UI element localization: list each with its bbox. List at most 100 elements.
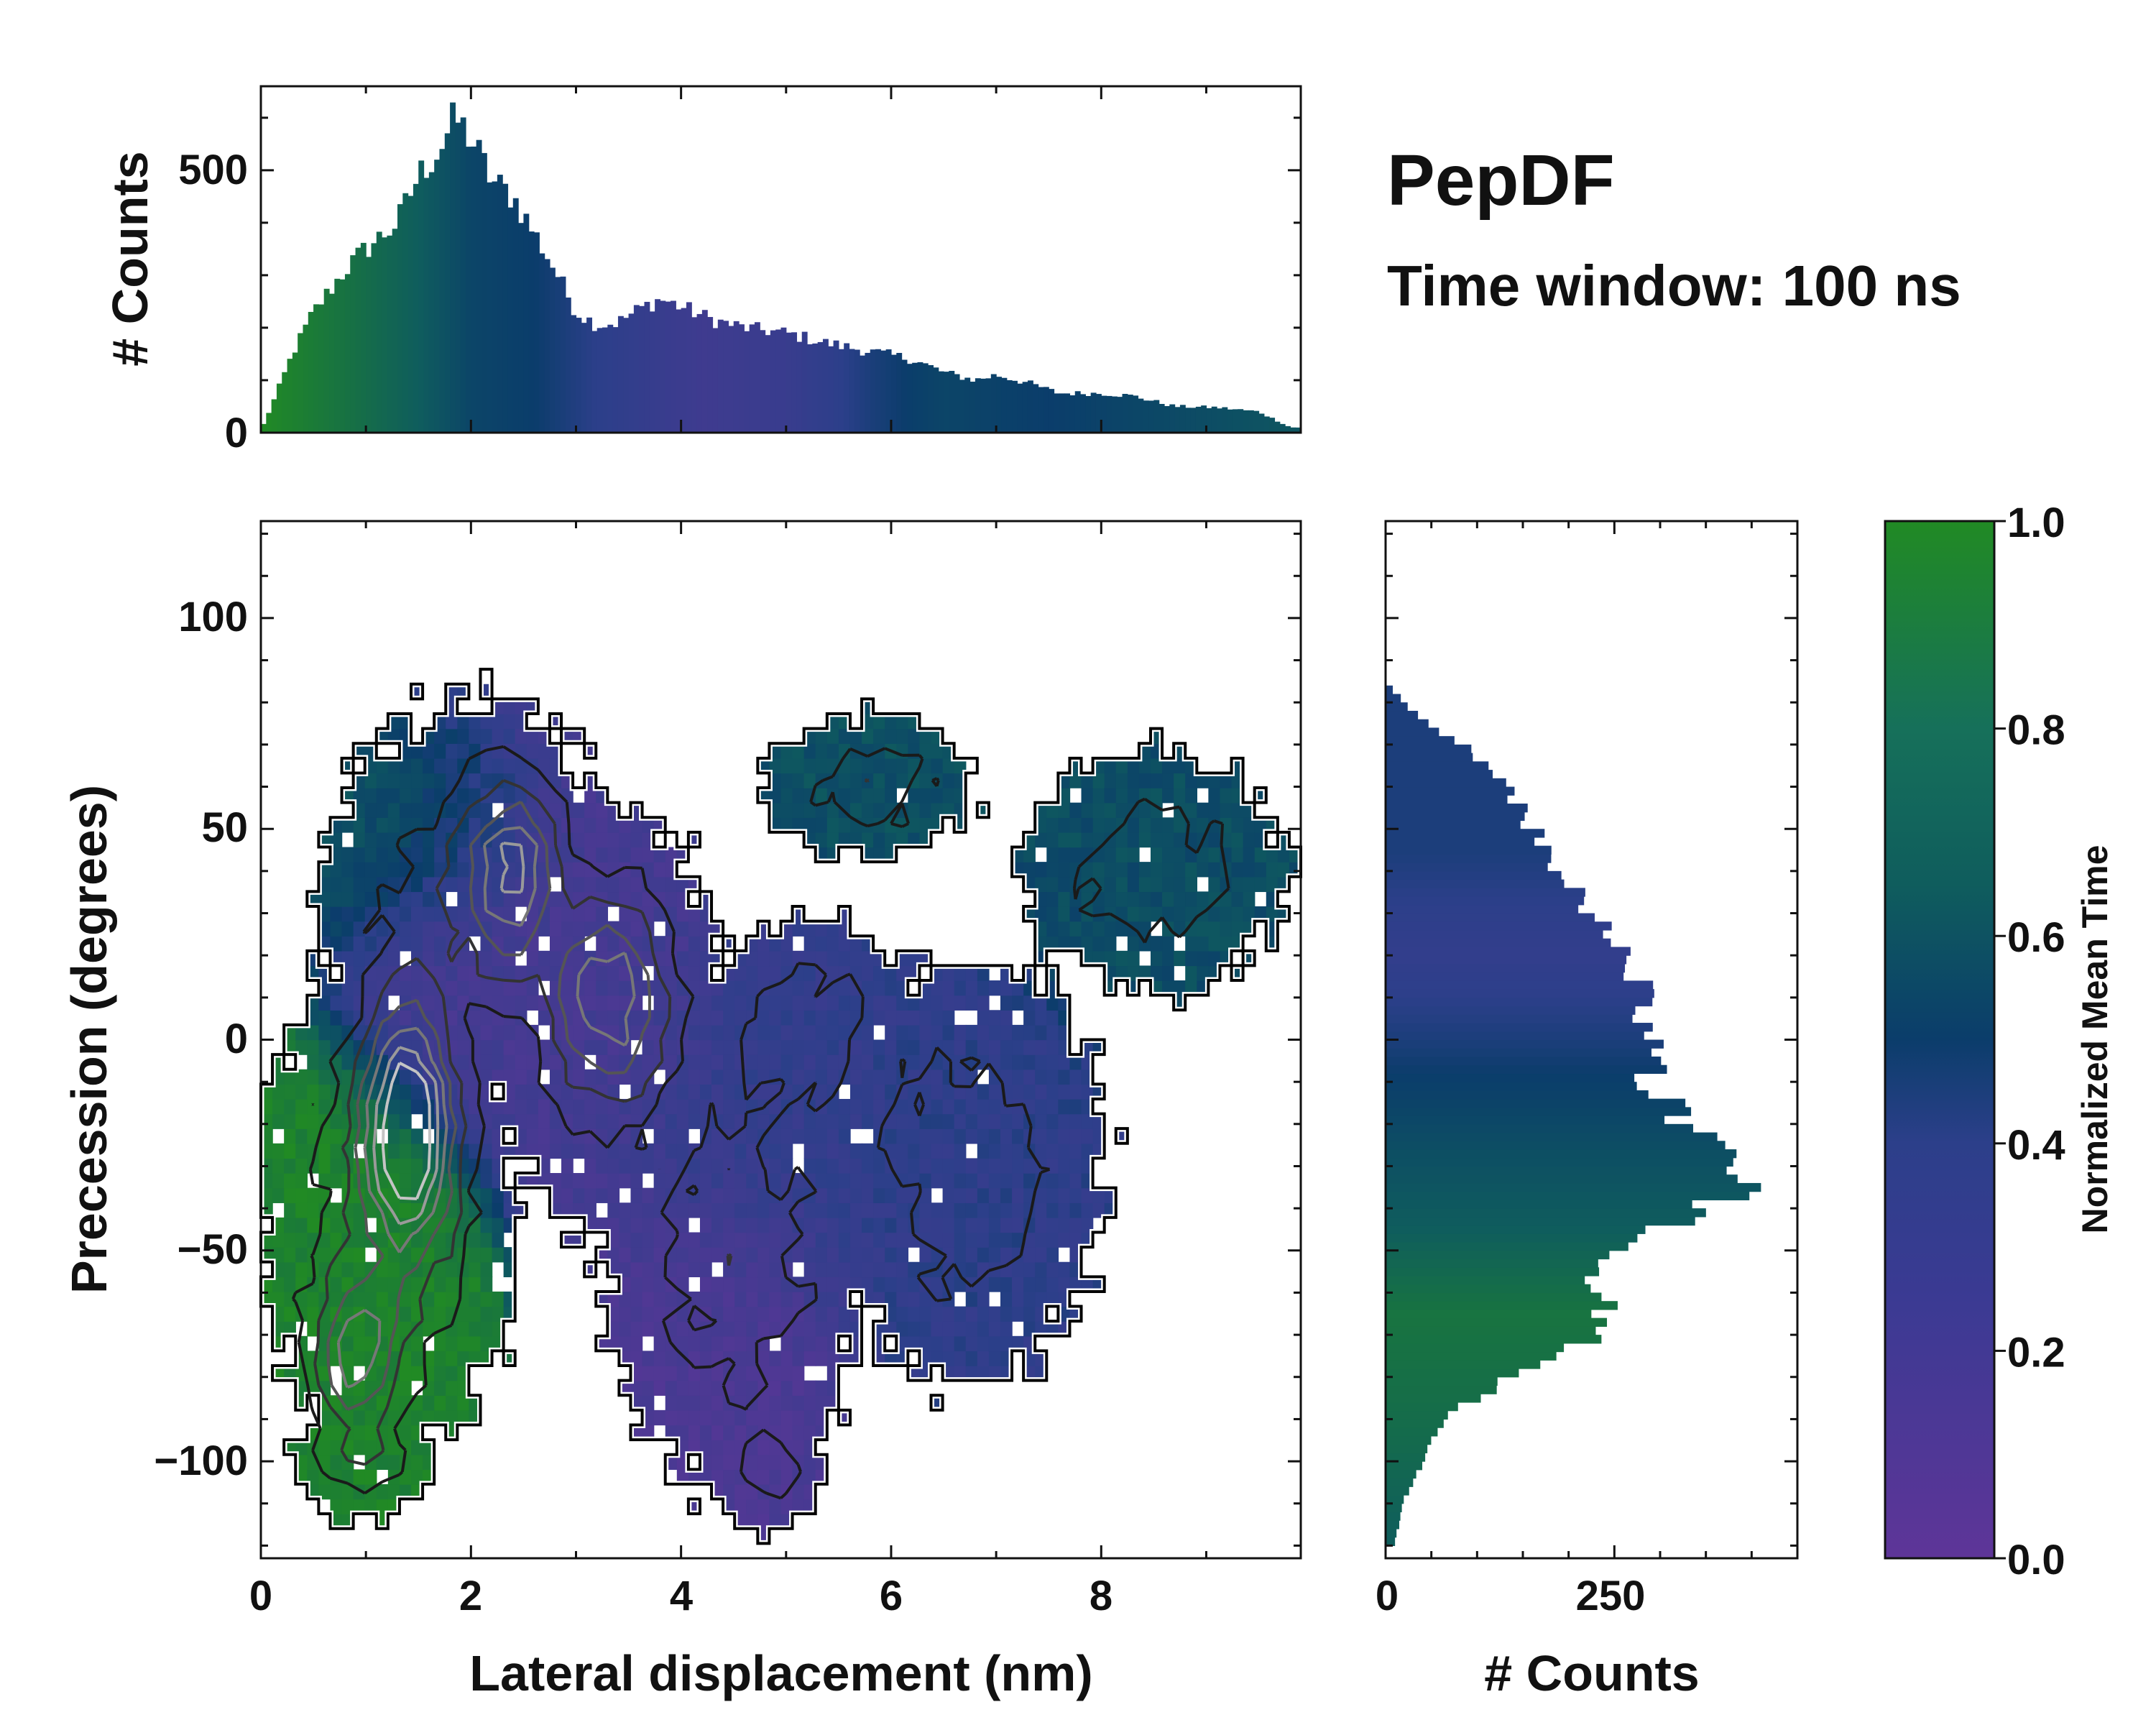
heatmap-cell <box>1231 906 1244 922</box>
heatmap-cell <box>1012 980 1024 996</box>
heatmap-cell <box>1035 876 1047 893</box>
heatmap-cell <box>1046 891 1059 907</box>
heatmap-ytick-0: 0 <box>225 1016 248 1062</box>
right-hist-bar <box>1386 1537 1396 1547</box>
heatmap-cell <box>1046 817 1059 833</box>
heatmap-cell <box>596 817 609 833</box>
heatmap-cell <box>526 862 539 878</box>
heatmap-cell <box>1035 1187 1047 1203</box>
top-hist-bar <box>1238 409 1244 433</box>
heatmap-cell <box>1000 1143 1013 1159</box>
top-hist-bar <box>1090 392 1097 433</box>
heatmap-cell <box>1174 950 1186 967</box>
top-hist-bar <box>282 372 288 433</box>
heatmap-cell <box>549 1173 562 1189</box>
right-hist-bar <box>1386 854 1552 863</box>
heatmap-cell <box>931 788 944 804</box>
heatmap-cell <box>688 1158 701 1174</box>
heatmap-cell <box>838 1128 851 1144</box>
heatmap-cell <box>803 1039 816 1055</box>
heatmap-cell <box>1092 788 1105 804</box>
heatmap-cell <box>423 802 435 818</box>
heatmap-cell <box>815 1217 828 1233</box>
heatmap-cell <box>780 1010 793 1026</box>
heatmap-cell <box>1069 1202 1082 1218</box>
heatmap-cell <box>480 1291 493 1307</box>
top-hist-bar <box>512 198 519 433</box>
heatmap-cell <box>573 1069 585 1085</box>
heatmap-cell <box>653 1247 666 1263</box>
heatmap-cell <box>1104 817 1117 833</box>
heatmap-cell <box>387 1113 400 1129</box>
heatmap-cell <box>988 1143 1001 1159</box>
heatmap-cell <box>942 1143 955 1159</box>
heatmap-cell <box>411 1276 423 1292</box>
heatmap-cell <box>1266 862 1279 878</box>
heatmap-cell <box>942 1084 955 1100</box>
heatmap-cell <box>734 965 747 981</box>
heatmap-cell <box>1069 1069 1082 1085</box>
heatmap-cell <box>364 891 377 907</box>
heatmap-cell <box>1220 906 1233 922</box>
heatmap-cell <box>711 1291 724 1307</box>
heatmap-cell <box>653 906 666 922</box>
heatmap-cell <box>1058 1054 1071 1070</box>
heatmap-cell <box>549 1024 562 1041</box>
heatmap-cell <box>446 1158 459 1174</box>
heatmap-cell <box>330 832 343 848</box>
top-hist-bar <box>1232 409 1238 433</box>
heatmap-cell <box>792 1454 805 1471</box>
heatmap-cell <box>469 921 482 937</box>
heatmap-cell <box>723 1335 735 1352</box>
heatmap-cell <box>849 1113 862 1129</box>
heatmap-cell <box>457 1306 470 1322</box>
heatmap-cell <box>734 1054 747 1070</box>
heatmap-cell <box>885 1202 897 1218</box>
right-hist-bar <box>1386 1116 1665 1125</box>
heatmap-cell <box>711 1010 724 1026</box>
heatmap-cell <box>630 1187 643 1203</box>
heatmap-cell <box>734 1469 747 1485</box>
top-hist-bar <box>796 341 803 433</box>
heatmap-cell <box>1046 995 1059 1011</box>
top-hist-bar <box>975 378 981 433</box>
right-hist-bar <box>1386 1385 1497 1394</box>
heatmap-cell <box>573 1143 585 1159</box>
heatmap-cell <box>838 1113 851 1129</box>
heatmap-cell <box>862 1039 874 1055</box>
heatmap-cell <box>699 1351 712 1366</box>
heatmap-cell <box>676 1113 689 1129</box>
heatmap-cell <box>746 1158 759 1174</box>
top-hist-bar <box>828 346 834 433</box>
heatmap-cell <box>803 1010 816 1026</box>
right-hist-bar <box>1386 1056 1662 1066</box>
heatmap-cell <box>318 1084 331 1100</box>
heatmap-cell <box>988 1084 1001 1100</box>
heatmap-cell <box>734 1351 747 1366</box>
heatmap-cell <box>803 1425 816 1440</box>
heatmap-cell <box>885 728 897 744</box>
heatmap-cell <box>503 936 516 952</box>
heatmap-cell <box>584 1143 596 1159</box>
heatmap-cell <box>1012 1202 1024 1218</box>
heatmap-cell <box>849 1187 862 1203</box>
heatmap-cell <box>734 1409 747 1426</box>
heatmap-cell <box>826 1054 839 1070</box>
heatmap-cell <box>596 965 609 981</box>
heatmap-cell <box>873 995 885 1011</box>
top-hist-bar <box>1285 426 1291 433</box>
heatmap-cell <box>434 936 446 952</box>
heatmap-cell <box>815 1084 828 1100</box>
heatmap-cell <box>1243 817 1256 833</box>
heatmap-cell <box>353 1335 366 1352</box>
top-hist-bar <box>985 378 992 433</box>
heatmap-cell <box>1000 1024 1013 1041</box>
heatmap-cell <box>1231 832 1244 848</box>
heatmap-cell <box>734 1158 747 1174</box>
heatmap-cell <box>492 788 505 804</box>
heatmap-cell <box>341 817 354 833</box>
heatmap-cell <box>780 1499 793 1514</box>
heatmap-cell <box>376 758 389 774</box>
heatmap-cell <box>931 1024 944 1041</box>
heatmap-cell <box>780 1425 793 1440</box>
